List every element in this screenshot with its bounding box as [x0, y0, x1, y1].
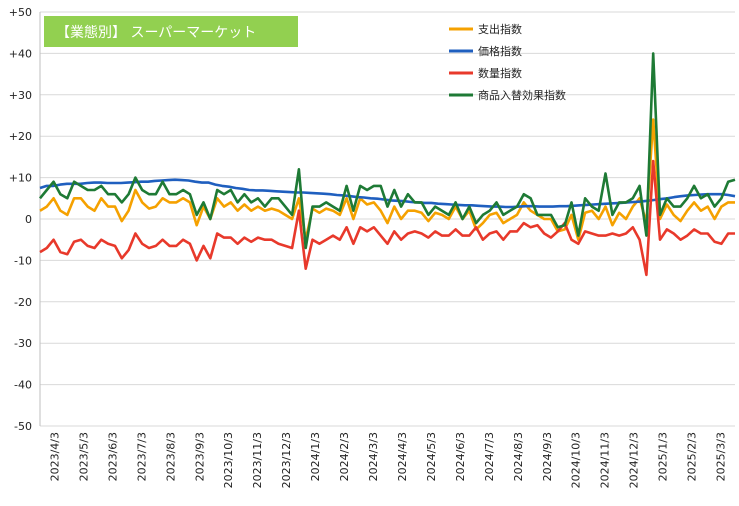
x-tick-label: 2024/2/3	[338, 432, 351, 481]
y-tick-label: +40	[9, 47, 32, 60]
x-axis-ticks: 2023/4/3 2023/5/3 2023/6/3 2023/7/3 2023/8/3…	[48, 432, 727, 488]
x-tick-label: 2023/11/3	[251, 432, 264, 488]
x-tick-label: 2023/7/3	[135, 432, 148, 481]
x-tick-label: 2023/12/3	[280, 432, 293, 488]
legend-label: 商品入替効果指数	[478, 88, 566, 102]
x-tick-label: 2023/10/3	[222, 432, 235, 488]
x-tick-label: 2023/4/3	[48, 432, 61, 481]
x-tick-label: 2024/5/3	[425, 432, 438, 481]
y-tick-label: 0	[25, 213, 32, 226]
gridlines	[39, 11, 735, 427]
x-tick-label: 2024/11/3	[599, 432, 612, 488]
y-tick-label: +10	[9, 172, 32, 185]
x-tick-label: 2023/5/3	[77, 432, 90, 481]
y-tick-label: -40	[14, 379, 32, 392]
y-tick-label: +20	[9, 130, 32, 143]
series-line	[39, 118, 735, 241]
x-tick-label: 2023/6/3	[106, 432, 119, 481]
x-tick-label: 2024/12/3	[628, 432, 641, 488]
y-tick-label: -20	[14, 296, 32, 309]
series-line	[38, 52, 736, 250]
series-line	[39, 159, 735, 277]
x-tick-label: 2024/7/3	[483, 432, 496, 481]
x-tick-label: 2024/1/3	[309, 432, 322, 481]
chart-title: 【業態別】 スーパーマーケット	[44, 16, 298, 47]
y-tick-label: -10	[14, 254, 32, 267]
x-tick-label: 2024/3/3	[367, 432, 380, 481]
chart-title-text: 【業態別】 スーパーマーケット	[56, 25, 256, 41]
x-tick-label: 2024/10/3	[570, 432, 583, 488]
legend-label: 数量指数	[478, 66, 522, 80]
x-tick-label: 2024/4/3	[396, 432, 409, 481]
legend-label: 価格指数	[478, 44, 522, 58]
x-tick-label: 2025/1/3	[657, 432, 670, 481]
x-tick-label: 2025/2/3	[686, 432, 699, 481]
chart-title-background	[44, 16, 298, 47]
y-tick-label: +50	[9, 6, 32, 19]
x-tick-label: 2023/9/3	[193, 432, 206, 481]
x-tick-label: 2023/8/3	[164, 432, 177, 481]
x-tick-label: 2024/8/3	[512, 432, 525, 481]
x-tick-label: 2024/6/3	[454, 432, 467, 481]
y-tick-label: -50	[14, 420, 32, 433]
x-tick-label: 2024/9/3	[541, 432, 554, 481]
series-lines	[38, 52, 736, 277]
legend-label: 支出指数	[478, 22, 522, 36]
x-tick-label: 2025/3/3	[715, 432, 728, 481]
y-tick-label: +30	[9, 89, 32, 102]
y-axis-ticks: +50 +40 +30 +20 +10 0 -10 -20 -30 -40 -50	[9, 6, 32, 433]
y-tick-label: -30	[14, 337, 32, 350]
